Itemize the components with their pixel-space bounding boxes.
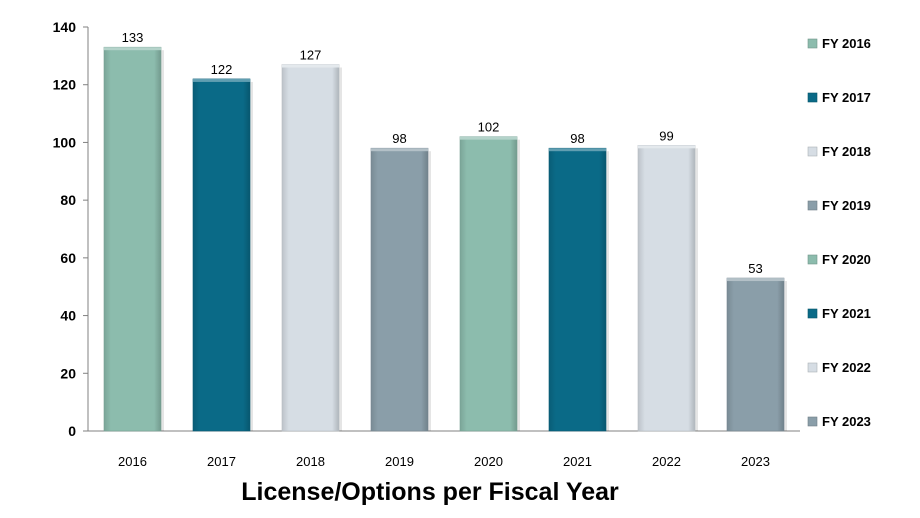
bar-top-highlight <box>727 278 784 282</box>
legend-swatch <box>807 416 818 427</box>
legend-swatch <box>807 146 818 157</box>
chart-axes: 0 20 40 60 80 100 120 140 2016 2017 2018 2019 2020 20… <box>53 19 800 469</box>
bar-top-highlight <box>282 64 339 68</box>
chart-title: License/Options per Fiscal Year <box>241 478 619 506</box>
x-tick-label-2022: 2022 <box>652 454 681 469</box>
legend-swatch <box>807 254 818 265</box>
data-label-2019: 98 <box>392 131 406 146</box>
bar-top-highlight <box>549 148 606 152</box>
x-tick-label-2019: 2019 <box>385 454 414 469</box>
bars-group <box>103 46 787 432</box>
bar-2023 <box>726 277 785 432</box>
bar-top-highlight <box>638 145 695 149</box>
bar-top-highlight <box>193 78 250 82</box>
legend-label: FY 2021 <box>822 306 871 321</box>
bar-2018 <box>281 64 340 432</box>
data-label-2021: 98 <box>570 131 584 146</box>
x-tick-label-2020: 2020 <box>474 454 503 469</box>
y-tick-label: 100 <box>53 134 77 150</box>
legend-swatch <box>807 38 818 49</box>
bar-2022 <box>637 145 696 432</box>
bar-top-highlight <box>104 47 161 51</box>
legend-label: FY 2019 <box>822 198 871 213</box>
legend-label: FY 2018 <box>822 144 871 159</box>
data-labels-group: 133 122 127 98 102 98 99 53 <box>122 30 763 276</box>
y-tick-label: 140 <box>53 19 77 35</box>
data-label-2020: 102 <box>478 120 500 135</box>
x-tick-label-2016: 2016 <box>118 454 147 469</box>
bar-top-highlight <box>460 136 517 140</box>
y-tick-label: 20 <box>60 365 76 381</box>
legend: FY 2016 FY 2017 FY 2018 FY 2019 FY 2020 FY 20… <box>807 36 871 429</box>
x-tick-label-2018: 2018 <box>296 454 325 469</box>
bar-top-highlight <box>371 148 428 152</box>
y-tick-label: 0 <box>68 423 76 439</box>
data-label-2016: 133 <box>122 30 144 45</box>
bar-2019 <box>370 147 429 432</box>
y-tick-label: 80 <box>60 192 76 208</box>
legend-swatch <box>807 362 818 373</box>
x-tick-label-2023: 2023 <box>741 454 770 469</box>
data-label-2017: 122 <box>211 62 233 77</box>
legend-swatch <box>807 92 818 103</box>
x-tick-label-2021: 2021 <box>563 454 592 469</box>
legend-label: FY 2023 <box>822 414 871 429</box>
data-label-2022: 99 <box>659 128 673 143</box>
bar-2020 <box>459 136 518 432</box>
legend-label: FY 2020 <box>822 252 871 267</box>
x-tick-label-2017: 2017 <box>207 454 236 469</box>
legend-label: FY 2022 <box>822 360 871 375</box>
legend-label: FY 2016 <box>822 36 871 51</box>
data-label-2018: 127 <box>300 48 322 63</box>
bar-2017 <box>192 78 251 432</box>
bar-2016 <box>103 46 162 432</box>
y-tick-label: 40 <box>60 308 76 324</box>
y-tick-label: 120 <box>53 77 77 93</box>
legend-swatch <box>807 308 818 319</box>
legend-swatch <box>807 200 818 211</box>
y-tick-label: 60 <box>60 250 76 266</box>
data-label-2023: 53 <box>748 261 762 276</box>
bar-2021 <box>548 147 607 432</box>
legend-label: FY 2017 <box>822 90 871 105</box>
